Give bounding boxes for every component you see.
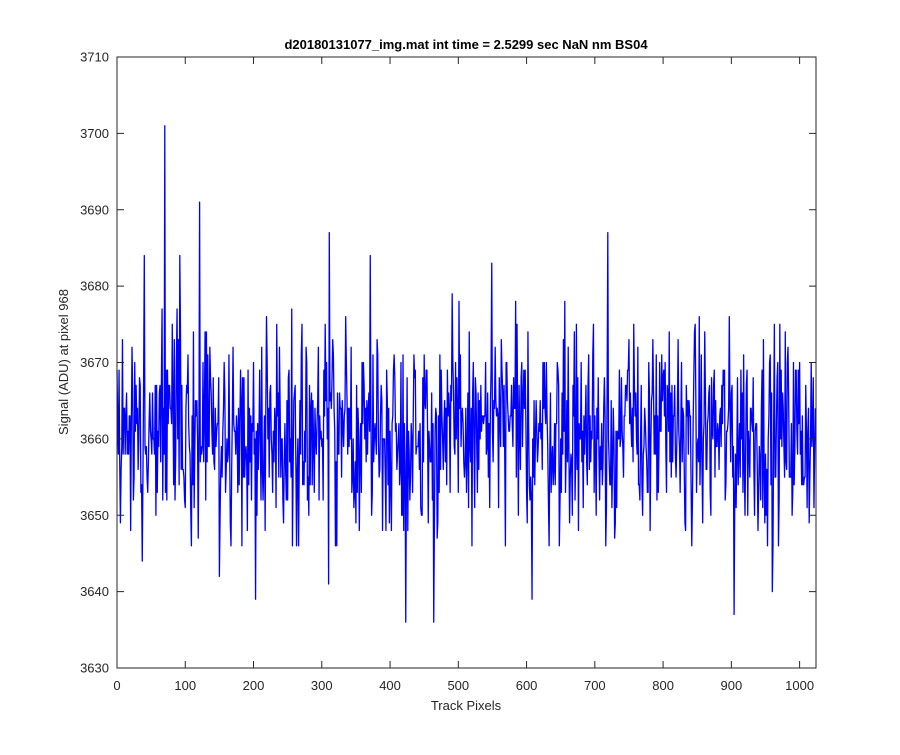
y-tick-label: 3630 <box>80 661 109 676</box>
x-tick-label: 200 <box>243 678 265 693</box>
y-tick-label: 3650 <box>80 508 109 523</box>
chart-title: d20180131077_img.mat int time = 2.5299 s… <box>284 37 648 52</box>
x-tick-label: 500 <box>447 678 469 693</box>
y-tick-label: 3660 <box>80 431 109 446</box>
x-tick-label: 1000 <box>785 678 814 693</box>
x-tick-label: 0 <box>113 678 120 693</box>
y-tick-label: 3700 <box>80 126 109 141</box>
y-tick-label: 3690 <box>80 202 109 217</box>
x-tick-label: 300 <box>311 678 333 693</box>
x-tick-label: 100 <box>174 678 196 693</box>
x-tick-label: 400 <box>379 678 401 693</box>
y-tick-label: 3640 <box>80 584 109 599</box>
x-tick-label: 700 <box>584 678 606 693</box>
x-tick-label: 900 <box>721 678 743 693</box>
plot-background <box>117 57 816 668</box>
x-tick-label: 600 <box>516 678 538 693</box>
series-layer <box>116 125 816 623</box>
x-tick-label: 800 <box>652 678 674 693</box>
series-line <box>116 125 816 623</box>
y-tick-label: 3670 <box>80 355 109 370</box>
y-tick-label: 3680 <box>80 279 109 294</box>
y-tick-label: 3710 <box>80 50 109 65</box>
ticks-layer: 0 100 200 300 400 500 600 700 800 900 1000 3630 3640… <box>80 50 816 693</box>
y-axis-label: Signal (ADU) at pixel 968 <box>56 289 71 435</box>
x-axis-label: Track Pixels <box>431 698 502 713</box>
